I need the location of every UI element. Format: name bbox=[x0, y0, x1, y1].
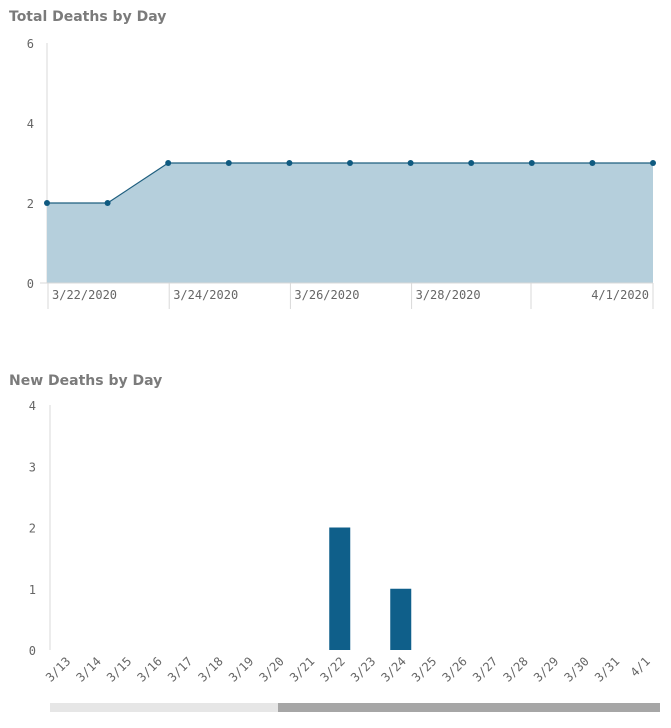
x-tick-label: 3/18 bbox=[196, 654, 226, 684]
y-tick-label: 4 bbox=[29, 399, 36, 413]
data-point bbox=[104, 200, 111, 206]
y-tick-label: 4 bbox=[27, 117, 34, 131]
x-tick-label: 3/21 bbox=[287, 654, 317, 684]
data-point bbox=[286, 160, 293, 166]
x-tick-label: 3/23 bbox=[348, 654, 378, 684]
new-deaths-title: New Deaths by Day bbox=[9, 373, 163, 389]
x-tick-label: 3/31 bbox=[592, 654, 622, 684]
x-tick-label: 3/26/2020 bbox=[294, 288, 359, 302]
x-tick-label: 3/30 bbox=[562, 654, 592, 684]
x-tick-label: 3/25 bbox=[409, 654, 439, 684]
y-tick-label: 0 bbox=[29, 644, 36, 658]
x-tick-label: 3/27 bbox=[470, 654, 500, 684]
y-tick-label: 2 bbox=[27, 197, 34, 211]
data-point bbox=[407, 160, 414, 166]
area-fill bbox=[47, 163, 653, 283]
x-tick-label: 3/14 bbox=[74, 654, 104, 684]
data-point bbox=[650, 160, 656, 166]
y-tick-label: 0 bbox=[27, 277, 34, 291]
bar bbox=[329, 527, 351, 650]
x-tick-label: 3/26 bbox=[440, 654, 470, 684]
x-tick-label: 3/29 bbox=[531, 654, 561, 684]
chart-scrollbar-thumb[interactable] bbox=[278, 703, 660, 712]
y-tick-label: 6 bbox=[27, 37, 34, 51]
x-tick-label: 3/22/2020 bbox=[52, 288, 117, 302]
data-point bbox=[589, 160, 596, 166]
data-point bbox=[347, 160, 353, 166]
y-tick-label: 3 bbox=[29, 460, 36, 474]
data-point bbox=[528, 160, 535, 166]
x-tick-label: 4/1/2020 bbox=[591, 288, 649, 302]
data-point bbox=[165, 160, 172, 166]
total-deaths-chart: 0 2 4 6 3/22/2020 3/24/2020 3/26/2020 3/28/2020… bbox=[27, 37, 656, 309]
y-tick-label: 2 bbox=[29, 522, 36, 536]
data-point bbox=[225, 160, 232, 166]
x-tick-label: 3/24/2020 bbox=[173, 288, 238, 302]
x-tick-label: 3/28 bbox=[501, 654, 531, 684]
x-tick-label: 3/22 bbox=[318, 654, 348, 684]
x-tick-label: 3/28/2020 bbox=[416, 288, 481, 302]
data-point bbox=[468, 160, 475, 166]
x-tick-label: 3/17 bbox=[165, 654, 195, 684]
total-deaths-title: Total Deaths by Day bbox=[9, 9, 167, 25]
data-point bbox=[44, 200, 50, 206]
x-tick-label: 3/13 bbox=[43, 654, 73, 684]
x-tick-label: 3/15 bbox=[104, 654, 134, 684]
x-tick-label: 3/24 bbox=[379, 654, 409, 684]
x-tick-label: 3/19 bbox=[226, 654, 256, 684]
y-tick-label: 1 bbox=[29, 583, 36, 597]
x-tick-label: 4/1 bbox=[628, 654, 653, 679]
x-tick-label: 3/16 bbox=[135, 654, 165, 684]
bar bbox=[390, 588, 412, 650]
x-tick-label: 3/20 bbox=[257, 654, 287, 684]
